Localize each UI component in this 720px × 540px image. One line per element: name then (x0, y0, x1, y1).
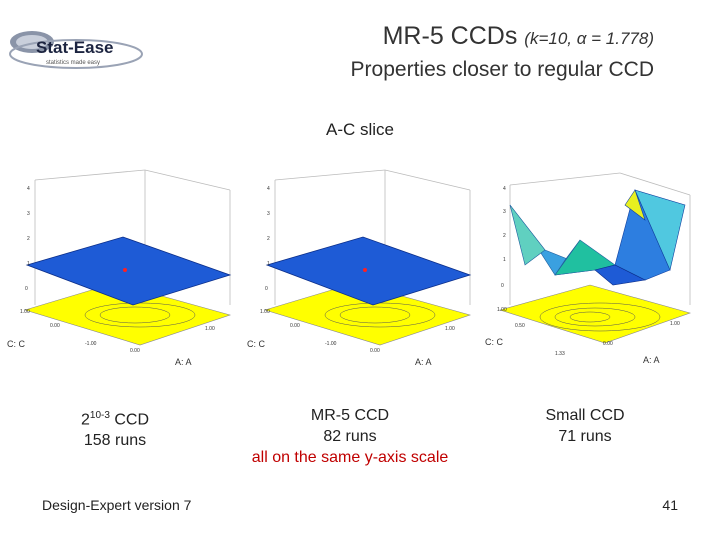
slide-title: MR-5 CCDs (k=10, α = 1.778) (383, 22, 654, 51)
axis-c-label: C: C (7, 339, 26, 349)
svg-text:1: 1 (27, 261, 30, 267)
title-text: MR-5 CCDs (382, 22, 518, 50)
svg-text:1.00: 1.00 (445, 326, 455, 332)
svg-text:1: 1 (267, 261, 270, 267)
svg-text:0.00: 0.00 (370, 348, 380, 354)
caption-3-runs: 71 runs (558, 428, 612, 445)
svg-text:4: 4 (267, 186, 270, 192)
caption-3-title: Small CCD (545, 407, 625, 424)
caption-2-runs: 82 runs (323, 428, 377, 445)
svg-text:3: 3 (503, 209, 506, 215)
svg-text:0.00: 0.00 (290, 323, 300, 329)
slide-subtitle: Properties closer to regular CCD (350, 58, 654, 81)
svg-text:0.50: 0.50 (515, 323, 525, 329)
svg-text:0: 0 (25, 286, 28, 292)
axis-a-label: A: A (175, 357, 192, 367)
svg-text:0.00: 0.00 (130, 348, 140, 354)
axis-c-label: C: C (247, 339, 266, 349)
slice-label: A-C slice (325, 120, 394, 139)
svg-text:1.00: 1.00 (670, 321, 680, 327)
footer-text: Design-Expert version 7 (42, 497, 192, 513)
svg-text:2: 2 (503, 233, 506, 239)
svg-text:3: 3 (267, 211, 270, 217)
svg-text:-1.00: -1.00 (85, 341, 97, 347)
svg-text:0.00: 0.00 (603, 341, 613, 347)
axis-a-label: A: A (415, 357, 432, 367)
caption-2-note: all on the same y-axis scale (251, 449, 449, 466)
svg-text:1.00: 1.00 (205, 326, 215, 332)
caption-1-runs: 158 runs (83, 432, 147, 450)
surface-plot-3: 4 3 2 1 0 1.00 0.50 1.33 0.00 1.00 C: C A: A (485, 165, 715, 375)
svg-text:1.00: 1.00 (260, 309, 270, 315)
axis-c-label: C: C (485, 337, 504, 347)
surface-plot-2: 4 3 2 1 0 1.00 0.00 -1.00 0.00 1.00 C: C A: A (245, 165, 475, 375)
svg-text:2: 2 (27, 236, 30, 242)
page-number: 41 (662, 497, 678, 513)
caption-1-base: 2 (80, 411, 90, 429)
svg-text:1.33: 1.33 (555, 351, 565, 357)
svg-text:4: 4 (27, 186, 30, 192)
svg-text:0: 0 (501, 283, 504, 289)
svg-text:statistics made easy: statistics made easy (46, 60, 100, 66)
svg-text:1.00: 1.00 (20, 309, 30, 315)
caption-2-title: MR-5 CCD (310, 407, 390, 424)
svg-text:Stat-Ease: Stat-Ease (36, 38, 113, 57)
svg-text:0: 0 (265, 286, 268, 292)
caption-1: 210-3 CCD 158 runs (40, 405, 190, 451)
caption-3: Small CCD 71 runs (510, 405, 660, 447)
caption-2: MR-5 CCD 82 runs all on the same y-axis … (220, 405, 480, 468)
caption-1-suffix: CCD (109, 411, 150, 429)
surface-plot-1: 4 3 2 1 0 1.00 0.00 -1.00 0.00 1.00 C: C A: A (5, 165, 235, 375)
svg-text:3: 3 (27, 211, 30, 217)
svg-text:0.00: 0.00 (50, 323, 60, 329)
svg-text:1: 1 (503, 257, 506, 263)
title-params: (k=10, α = 1.778) (524, 29, 654, 48)
axis-a-label: A: A (643, 355, 660, 365)
caption-1-exponent: 10-3 (89, 410, 110, 421)
svg-text:4: 4 (503, 186, 506, 192)
svg-text:1.00: 1.00 (497, 307, 507, 313)
svg-text:2: 2 (267, 236, 270, 242)
stat-ease-logo: Stat-Ease statistics made easy (6, 26, 146, 76)
svg-text:-1.00: -1.00 (325, 341, 337, 347)
